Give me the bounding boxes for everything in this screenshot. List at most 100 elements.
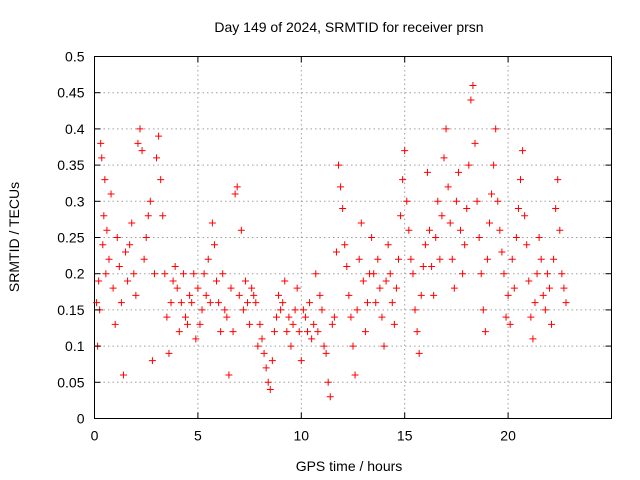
data-point: [95, 277, 103, 285]
data-point: [521, 212, 529, 220]
data-point: [552, 205, 560, 213]
data-point: [434, 197, 442, 205]
data-point: [550, 255, 558, 263]
data-point: [492, 125, 500, 133]
data-point: [163, 313, 171, 321]
data-point: [225, 371, 233, 379]
data-point: [328, 320, 336, 328]
data-point: [432, 234, 440, 241]
y-axis-label: SRMTID / TECUs: [6, 182, 22, 292]
data-point: [349, 342, 357, 350]
data-point: [157, 176, 165, 184]
data-point: [115, 262, 123, 270]
data-point: [208, 219, 216, 227]
data-point: [326, 393, 334, 401]
data-point: [512, 234, 520, 241]
data-point: [266, 386, 274, 394]
data-point: [244, 299, 252, 307]
data-point: [194, 284, 202, 292]
data-point: [314, 328, 322, 336]
data-point: [200, 270, 208, 278]
data-point: [378, 313, 386, 321]
data-point: [545, 284, 553, 292]
data-point: [93, 299, 101, 307]
data-point: [101, 176, 109, 184]
data-point: [382, 277, 390, 285]
data-point: [210, 241, 218, 249]
data-point: [233, 183, 241, 191]
data-point: [150, 270, 158, 278]
data-point: [394, 255, 402, 263]
data-point: [192, 335, 200, 343]
data-point: [213, 277, 221, 285]
data-point: [450, 284, 458, 292]
x-tick-label: 5: [194, 428, 202, 444]
data-point: [330, 313, 338, 321]
data-point: [452, 197, 460, 205]
data-point: [252, 299, 260, 307]
data-point: [103, 226, 111, 234]
data-point: [304, 328, 312, 336]
data-point: [113, 234, 121, 241]
data-point: [442, 125, 450, 133]
data-point: [413, 328, 421, 336]
data-point: [428, 262, 436, 270]
y-tick-label: 0: [77, 411, 85, 427]
data-point: [217, 328, 225, 336]
data-point: [525, 277, 533, 285]
data-point: [477, 270, 485, 278]
data-point: [219, 270, 227, 278]
data-point: [264, 378, 272, 386]
data-point: [167, 299, 175, 307]
data-point: [322, 349, 330, 357]
data-point: [397, 212, 405, 220]
data-point: [130, 270, 138, 278]
data-point: [463, 205, 471, 213]
data-point: [175, 328, 183, 336]
data-point: [401, 147, 409, 155]
data-point: [297, 357, 305, 365]
data-point: [446, 219, 454, 227]
data-point: [335, 161, 343, 169]
data-point: [202, 291, 210, 299]
data-point: [306, 299, 314, 307]
data-point: [438, 212, 446, 220]
data-point: [469, 81, 477, 89]
data-point: [148, 357, 156, 365]
data-point: [196, 320, 204, 328]
data-point: [316, 291, 324, 299]
data-point: [235, 291, 243, 299]
data-point: [556, 226, 564, 234]
data-point: [448, 255, 456, 263]
data-point: [337, 183, 345, 191]
data-point: [514, 205, 522, 213]
data-point: [535, 234, 543, 241]
data-point: [508, 255, 516, 263]
data-point: [289, 320, 297, 328]
data-point: [134, 139, 142, 147]
data-point: [403, 197, 411, 205]
data-point: [136, 125, 144, 133]
data-point: [184, 320, 192, 328]
data-point: [531, 299, 539, 307]
data-point: [299, 306, 307, 314]
data-point: [308, 335, 316, 343]
data-point: [560, 284, 568, 292]
data-point: [246, 320, 254, 328]
data-point: [363, 299, 371, 307]
data-point: [454, 168, 462, 176]
data-point: [483, 255, 491, 263]
data-point: [370, 270, 378, 278]
data-point: [188, 299, 196, 307]
data-point: [457, 226, 465, 234]
data-point: [310, 320, 318, 328]
data-point: [179, 270, 187, 278]
data-point: [471, 139, 479, 147]
data-point: [241, 277, 249, 285]
data-point: [198, 306, 206, 314]
data-point: [275, 291, 283, 299]
data-point: [384, 241, 392, 249]
data-point: [128, 219, 136, 227]
data-point: [519, 147, 527, 155]
data-point: [523, 241, 531, 249]
